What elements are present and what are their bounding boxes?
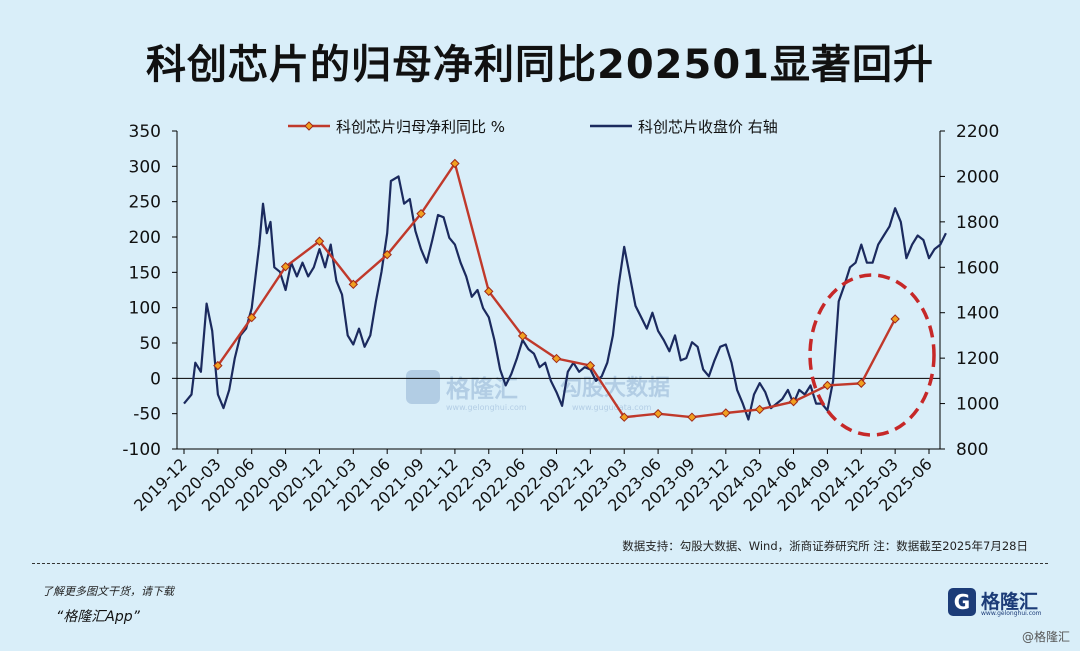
yoy-point bbox=[687, 412, 697, 422]
legend-yoy-label: 科创芯片归母净利同比 % bbox=[336, 118, 505, 136]
app-name[interactable]: “格隆汇App” bbox=[56, 609, 140, 625]
left-tick-label: 0 bbox=[150, 369, 161, 389]
left-tick-label: 50 bbox=[139, 334, 161, 354]
yoy-point bbox=[280, 261, 291, 272]
brand-logo: G 格隆汇 www.gelonghui.com bbox=[948, 588, 1042, 617]
corner-watermark: @格隆汇 bbox=[1021, 630, 1070, 644]
yoy-point bbox=[416, 208, 426, 219]
yoy-point bbox=[247, 312, 257, 323]
legend-price-label: 科创芯片收盘价 右轴 bbox=[638, 118, 778, 136]
left-tick-label: 100 bbox=[129, 299, 161, 319]
price-series-line bbox=[183, 175, 947, 421]
left-tick-label: 300 bbox=[129, 157, 161, 177]
yoy-point bbox=[382, 249, 392, 260]
source-note: 数据支持：勾股大数据、Wind，浙商证券研究所 注：数据截至2025年7月28日 bbox=[622, 539, 1028, 553]
right-tick-label: 2200 bbox=[956, 122, 999, 142]
yoy-point bbox=[348, 279, 359, 290]
watermark-icon bbox=[406, 370, 440, 404]
yoy-point bbox=[450, 158, 460, 169]
brand-name: 格隆汇 bbox=[981, 591, 1039, 613]
yoy-point bbox=[213, 360, 223, 371]
promo-text: 了解更多图文干货，请下载 bbox=[42, 585, 174, 598]
yoy-point bbox=[822, 380, 833, 391]
yoy-point bbox=[653, 408, 663, 419]
yoy-point bbox=[484, 286, 494, 297]
brand-icon: G bbox=[948, 588, 976, 616]
yoy-point bbox=[314, 236, 325, 246]
yoy-point bbox=[585, 360, 596, 371]
right-tick-label: 800 bbox=[956, 440, 988, 460]
yoy-point bbox=[788, 396, 799, 407]
yoy-point bbox=[890, 314, 900, 324]
yoy-point bbox=[856, 378, 866, 388]
right-tick-label: 1800 bbox=[956, 213, 999, 233]
yoy-point bbox=[721, 408, 731, 418]
watermark-name-2: 勾股大数据 bbox=[560, 375, 670, 401]
brand-site: www.gelonghui.com bbox=[981, 610, 1042, 617]
left-tick-label: 150 bbox=[129, 263, 161, 283]
left-tick-label: 250 bbox=[129, 193, 161, 213]
watermark-site: www.gelonghui.com bbox=[446, 403, 527, 412]
right-tick-label: 1400 bbox=[956, 304, 999, 324]
yoy-series-line bbox=[216, 160, 897, 419]
right-tick-label: 1000 bbox=[956, 395, 999, 415]
yoy-point bbox=[754, 404, 765, 415]
yoy-point bbox=[517, 331, 528, 341]
left-tick-label: -50 bbox=[133, 405, 161, 425]
yoy-point bbox=[619, 412, 629, 422]
right-tick-label: 2000 bbox=[956, 167, 999, 187]
right-tick-label: 1600 bbox=[956, 258, 999, 278]
divider bbox=[32, 563, 1048, 564]
chart-title: 科创芯片的归母净利同比202501显著回升 bbox=[146, 42, 934, 88]
highlight-ellipse bbox=[808, 273, 936, 437]
left-tick-label: 350 bbox=[129, 122, 161, 142]
watermark-name: 格隆汇 bbox=[446, 375, 518, 403]
left-tick-label: 200 bbox=[129, 228, 161, 248]
watermark-site-2: www.gugudata.com bbox=[572, 403, 652, 412]
right-tick-label: 1200 bbox=[956, 349, 999, 369]
left-tick-label: -100 bbox=[122, 440, 161, 460]
legend-yoy-marker bbox=[304, 121, 314, 131]
yoy-point bbox=[551, 353, 562, 364]
